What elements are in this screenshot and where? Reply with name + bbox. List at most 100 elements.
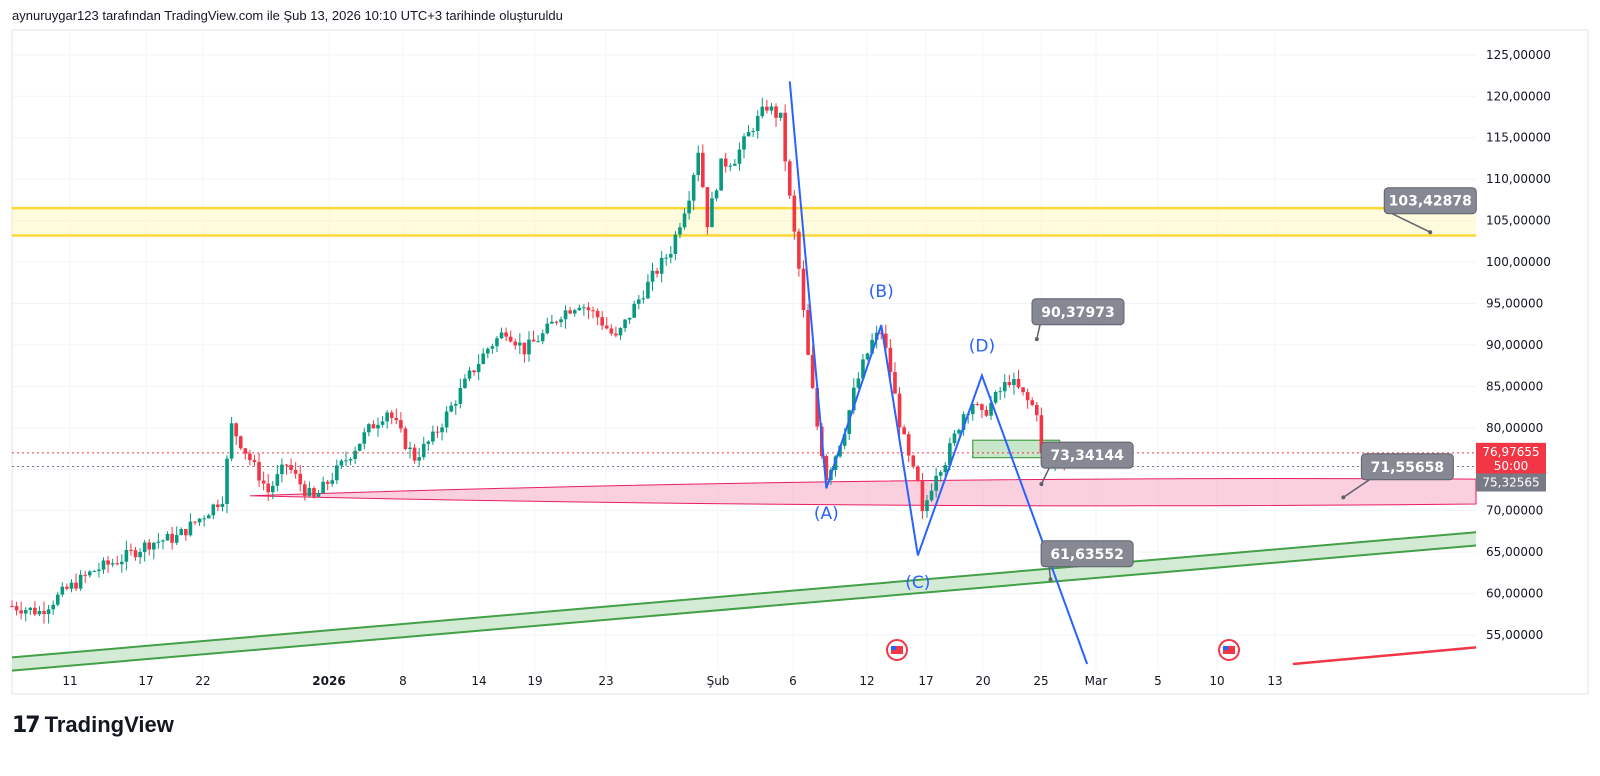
candle-body bbox=[412, 447, 417, 461]
candle-body bbox=[810, 354, 815, 388]
x-tick-label: 11 bbox=[62, 674, 77, 688]
candle-body bbox=[403, 428, 408, 450]
candle-body bbox=[696, 152, 701, 176]
candle-body bbox=[916, 466, 920, 482]
candle-body bbox=[307, 488, 312, 496]
callout-anchor bbox=[1034, 337, 1039, 342]
candle-body bbox=[376, 424, 380, 429]
price-tag bbox=[1476, 442, 1546, 475]
candle-body bbox=[115, 563, 120, 565]
candle-body bbox=[980, 404, 984, 410]
elliott-wave-path bbox=[788, 81, 1089, 665]
candle-body bbox=[902, 427, 906, 435]
candle-body bbox=[870, 339, 874, 354]
candle-body bbox=[408, 447, 412, 450]
callout-leader bbox=[1048, 566, 1052, 580]
support-ellipse bbox=[249, 478, 1477, 507]
candle-body bbox=[600, 317, 604, 326]
candle-body bbox=[518, 342, 522, 346]
x-tick-label: Şub bbox=[707, 674, 730, 688]
candle-body bbox=[609, 328, 614, 334]
candle-body bbox=[120, 561, 124, 565]
candle-body bbox=[577, 307, 582, 311]
candle-body bbox=[669, 253, 673, 258]
candle-body bbox=[682, 213, 687, 228]
candle-body bbox=[426, 441, 431, 444]
x-tick-label: 25 bbox=[1033, 674, 1048, 688]
candle-body bbox=[906, 434, 911, 456]
x-tick-label: Mar bbox=[1085, 674, 1108, 688]
candle-body bbox=[106, 560, 110, 565]
candle-body bbox=[646, 281, 650, 299]
candle-body bbox=[344, 460, 348, 462]
candle-body bbox=[476, 363, 481, 373]
x-tick-label: 22 bbox=[195, 674, 210, 688]
candle-body bbox=[23, 610, 28, 614]
x-tick-label: 6 bbox=[789, 674, 797, 688]
candle-body bbox=[97, 569, 101, 572]
candle-body bbox=[362, 432, 367, 444]
y-axis[interactable]: 125,00000 120,00000 115,00000 110,00000 105,… bbox=[1486, 48, 1551, 642]
candle-body bbox=[504, 332, 508, 337]
candle-body bbox=[522, 342, 527, 355]
candle-body bbox=[678, 227, 682, 235]
callout-leader bbox=[1342, 479, 1370, 499]
x-axis[interactable]: 11 17 22 2026 8 14 19 23 Şub 6 12 17 20 25 Mar 5 10 13 bbox=[62, 674, 1282, 688]
candle-body bbox=[1002, 382, 1007, 392]
candle-body bbox=[586, 307, 591, 311]
candle-body bbox=[78, 574, 83, 589]
candle-body bbox=[856, 378, 861, 388]
callout-leader bbox=[1036, 324, 1041, 340]
candle-body bbox=[165, 533, 170, 541]
candle-body bbox=[252, 460, 257, 462]
candle-body bbox=[636, 299, 641, 304]
candle-body bbox=[188, 521, 193, 536]
candle-body bbox=[687, 200, 691, 214]
callout-anchor bbox=[1341, 495, 1346, 500]
candle-body bbox=[550, 321, 554, 324]
candle-body bbox=[257, 461, 261, 481]
candle-body bbox=[280, 464, 284, 475]
candle-body bbox=[513, 341, 518, 346]
candle-body bbox=[655, 270, 659, 274]
candle-body bbox=[742, 136, 746, 150]
candle-body bbox=[261, 480, 266, 484]
candle-body bbox=[289, 465, 293, 470]
y-tick-label: 110,00000 bbox=[1486, 172, 1551, 186]
resistance-zone bbox=[12, 208, 1476, 236]
x-tick-label: 13 bbox=[1267, 674, 1282, 688]
candle-body bbox=[755, 116, 760, 132]
candle-body bbox=[42, 610, 46, 615]
candle-body bbox=[897, 393, 902, 428]
candle-body bbox=[170, 533, 174, 543]
candle-body bbox=[934, 475, 938, 491]
callout-value: 71,55658 bbox=[1371, 460, 1445, 476]
candle-body bbox=[495, 338, 499, 347]
candle-body bbox=[60, 586, 65, 595]
tradingview-logo: 17 TradingView bbox=[12, 712, 174, 738]
candle-body bbox=[920, 481, 925, 512]
candle-body bbox=[275, 474, 280, 486]
candle-body bbox=[618, 328, 623, 336]
callout-anchor bbox=[1039, 482, 1044, 487]
economic-events[interactable] bbox=[886, 639, 1240, 661]
candle-body bbox=[330, 480, 335, 484]
y-tick-label: 105,00000 bbox=[1486, 214, 1551, 228]
candle-body bbox=[394, 417, 399, 421]
candle-body bbox=[641, 298, 646, 300]
candle-body bbox=[842, 434, 847, 446]
candle-body bbox=[37, 610, 42, 615]
candle-body bbox=[673, 234, 678, 254]
callout-value: 73,34144 bbox=[1050, 448, 1124, 464]
candle-body bbox=[124, 549, 129, 562]
candle-body bbox=[133, 550, 138, 558]
candle-body bbox=[938, 472, 943, 476]
candle-body bbox=[202, 518, 206, 520]
candle-body bbox=[1025, 392, 1030, 401]
y-tick-label: 100,00000 bbox=[1486, 255, 1551, 269]
candle-body bbox=[266, 483, 270, 493]
candle-body bbox=[444, 411, 449, 428]
candle-body bbox=[797, 231, 801, 269]
